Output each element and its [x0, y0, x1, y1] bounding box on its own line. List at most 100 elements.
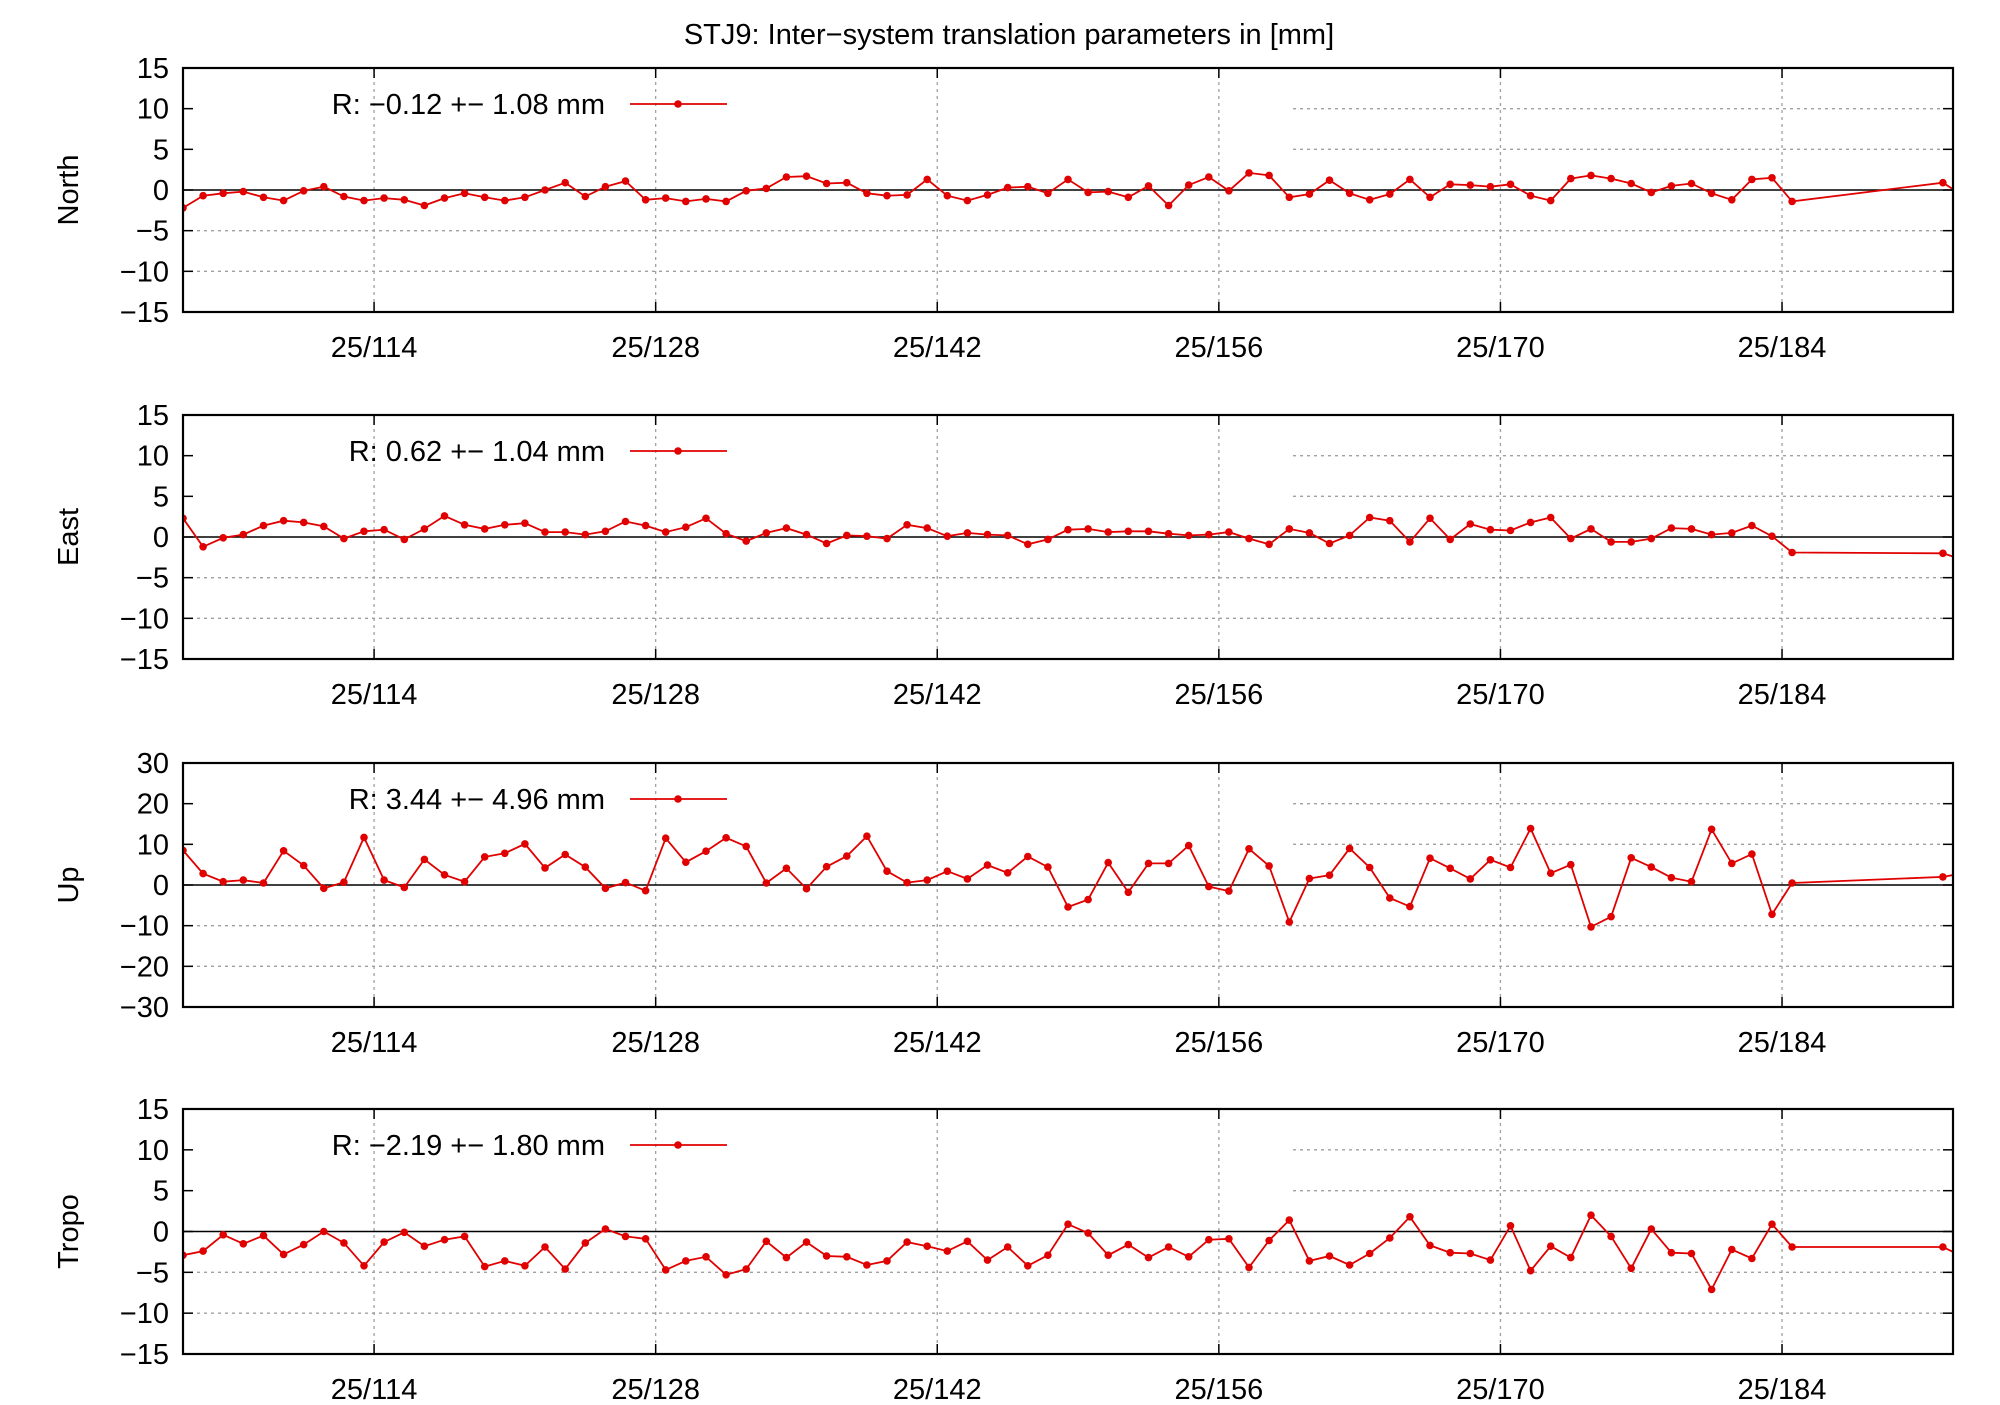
series-east — [183, 512, 1953, 558]
data-point — [1426, 854, 1434, 862]
data-point — [279, 516, 288, 525]
data-point — [1667, 524, 1676, 532]
data-point — [320, 1227, 328, 1236]
data-point — [1687, 525, 1696, 533]
y-axis-label: Up — [53, 866, 85, 903]
legend-marker — [674, 100, 682, 108]
data-point — [1365, 1249, 1374, 1258]
data-point — [219, 877, 227, 886]
data-point — [1466, 1249, 1475, 1258]
x-tick-label: 25/128 — [611, 679, 700, 711]
data-point — [1446, 535, 1454, 544]
x-tick-label: 25/184 — [1738, 1027, 1827, 1059]
series-line — [183, 514, 1953, 558]
data-point — [883, 534, 891, 543]
data-point — [1788, 1243, 1796, 1251]
data-point — [1506, 863, 1515, 872]
data-point — [380, 525, 388, 534]
data-point — [621, 1232, 630, 1241]
data-point — [722, 1271, 730, 1279]
data-point — [501, 196, 509, 205]
data-point — [621, 517, 630, 526]
data-point — [279, 196, 288, 205]
x-tick-label: 25/184 — [1738, 1374, 1827, 1400]
x-tick-label: 25/170 — [1456, 1374, 1545, 1400]
data-point — [601, 182, 610, 191]
data-point — [1506, 180, 1515, 189]
data-point — [722, 197, 730, 206]
data-point — [1587, 1211, 1595, 1219]
legend-marker — [674, 795, 682, 803]
data-point — [1748, 521, 1756, 530]
data-point — [1768, 910, 1776, 919]
x-tick-label: 25/142 — [893, 332, 982, 364]
data-point — [1788, 548, 1796, 557]
data-point — [380, 194, 388, 202]
data-point — [1728, 196, 1736, 204]
data-point — [1707, 825, 1716, 834]
data-point — [1044, 1251, 1052, 1259]
data-point — [682, 1257, 690, 1265]
data-point — [1144, 527, 1153, 536]
data-point — [661, 834, 670, 842]
data-point — [1164, 201, 1173, 210]
data-point — [480, 525, 489, 533]
data-point — [1446, 1248, 1454, 1257]
series-tropo — [183, 1211, 1953, 1294]
y-tick-label: −10 — [120, 256, 169, 288]
data-point — [1044, 535, 1052, 544]
data-point — [883, 191, 891, 200]
data-point — [1064, 903, 1072, 911]
data-point — [1104, 187, 1112, 196]
data-point — [903, 878, 911, 887]
data-point — [521, 840, 529, 848]
data-point — [1687, 1249, 1696, 1258]
data-point — [943, 532, 952, 540]
data-point — [1627, 854, 1635, 862]
y-tick-label: 5 — [153, 134, 169, 166]
data-point — [440, 1235, 449, 1244]
data-point — [923, 175, 931, 184]
data-point — [1003, 869, 1012, 877]
data-point — [239, 1240, 248, 1248]
panel-tropo: 15 10 5 0 −5 −10 −15 25/114 25/128 25/142 25/156 25… — [53, 1094, 1955, 1405]
data-point — [1084, 1229, 1092, 1237]
plot-frame — [181, 761, 1955, 1009]
data-point — [460, 1232, 469, 1241]
data-point — [1567, 1253, 1575, 1262]
data-point — [561, 528, 569, 536]
legend-marker — [674, 447, 682, 455]
data-point — [1124, 888, 1133, 897]
data-point — [601, 1225, 610, 1233]
y-tick-label: 30 — [137, 748, 169, 780]
data-point — [1024, 852, 1032, 861]
data-point — [702, 514, 710, 523]
data-point — [1205, 530, 1213, 539]
data-point — [1144, 1253, 1153, 1262]
y-tick-label: 10 — [137, 94, 169, 126]
data-point — [1365, 863, 1374, 872]
data-point — [1325, 1252, 1334, 1260]
data-point — [682, 197, 690, 206]
y-tick-label: 5 — [153, 1176, 169, 1208]
data-point — [1939, 1243, 1947, 1251]
data-point — [581, 863, 590, 871]
data-point — [843, 852, 851, 860]
x-tick-label: 25/170 — [1456, 679, 1545, 711]
data-point — [1044, 189, 1052, 198]
data-point — [521, 1262, 529, 1270]
data-point — [440, 871, 449, 879]
data-point — [682, 858, 690, 866]
data-point — [1406, 175, 1414, 184]
x-tick-label: 25/184 — [1738, 679, 1827, 711]
data-point — [1627, 538, 1635, 546]
y-tick-label: −10 — [120, 603, 169, 635]
series-line — [183, 1213, 1953, 1292]
data-point — [239, 530, 248, 539]
x-tick-label: 25/114 — [331, 679, 418, 711]
y-tick-label: 15 — [137, 53, 169, 85]
data-point — [420, 1242, 429, 1250]
data-point — [943, 867, 952, 875]
data-point — [802, 530, 811, 539]
data-point — [702, 1253, 710, 1261]
